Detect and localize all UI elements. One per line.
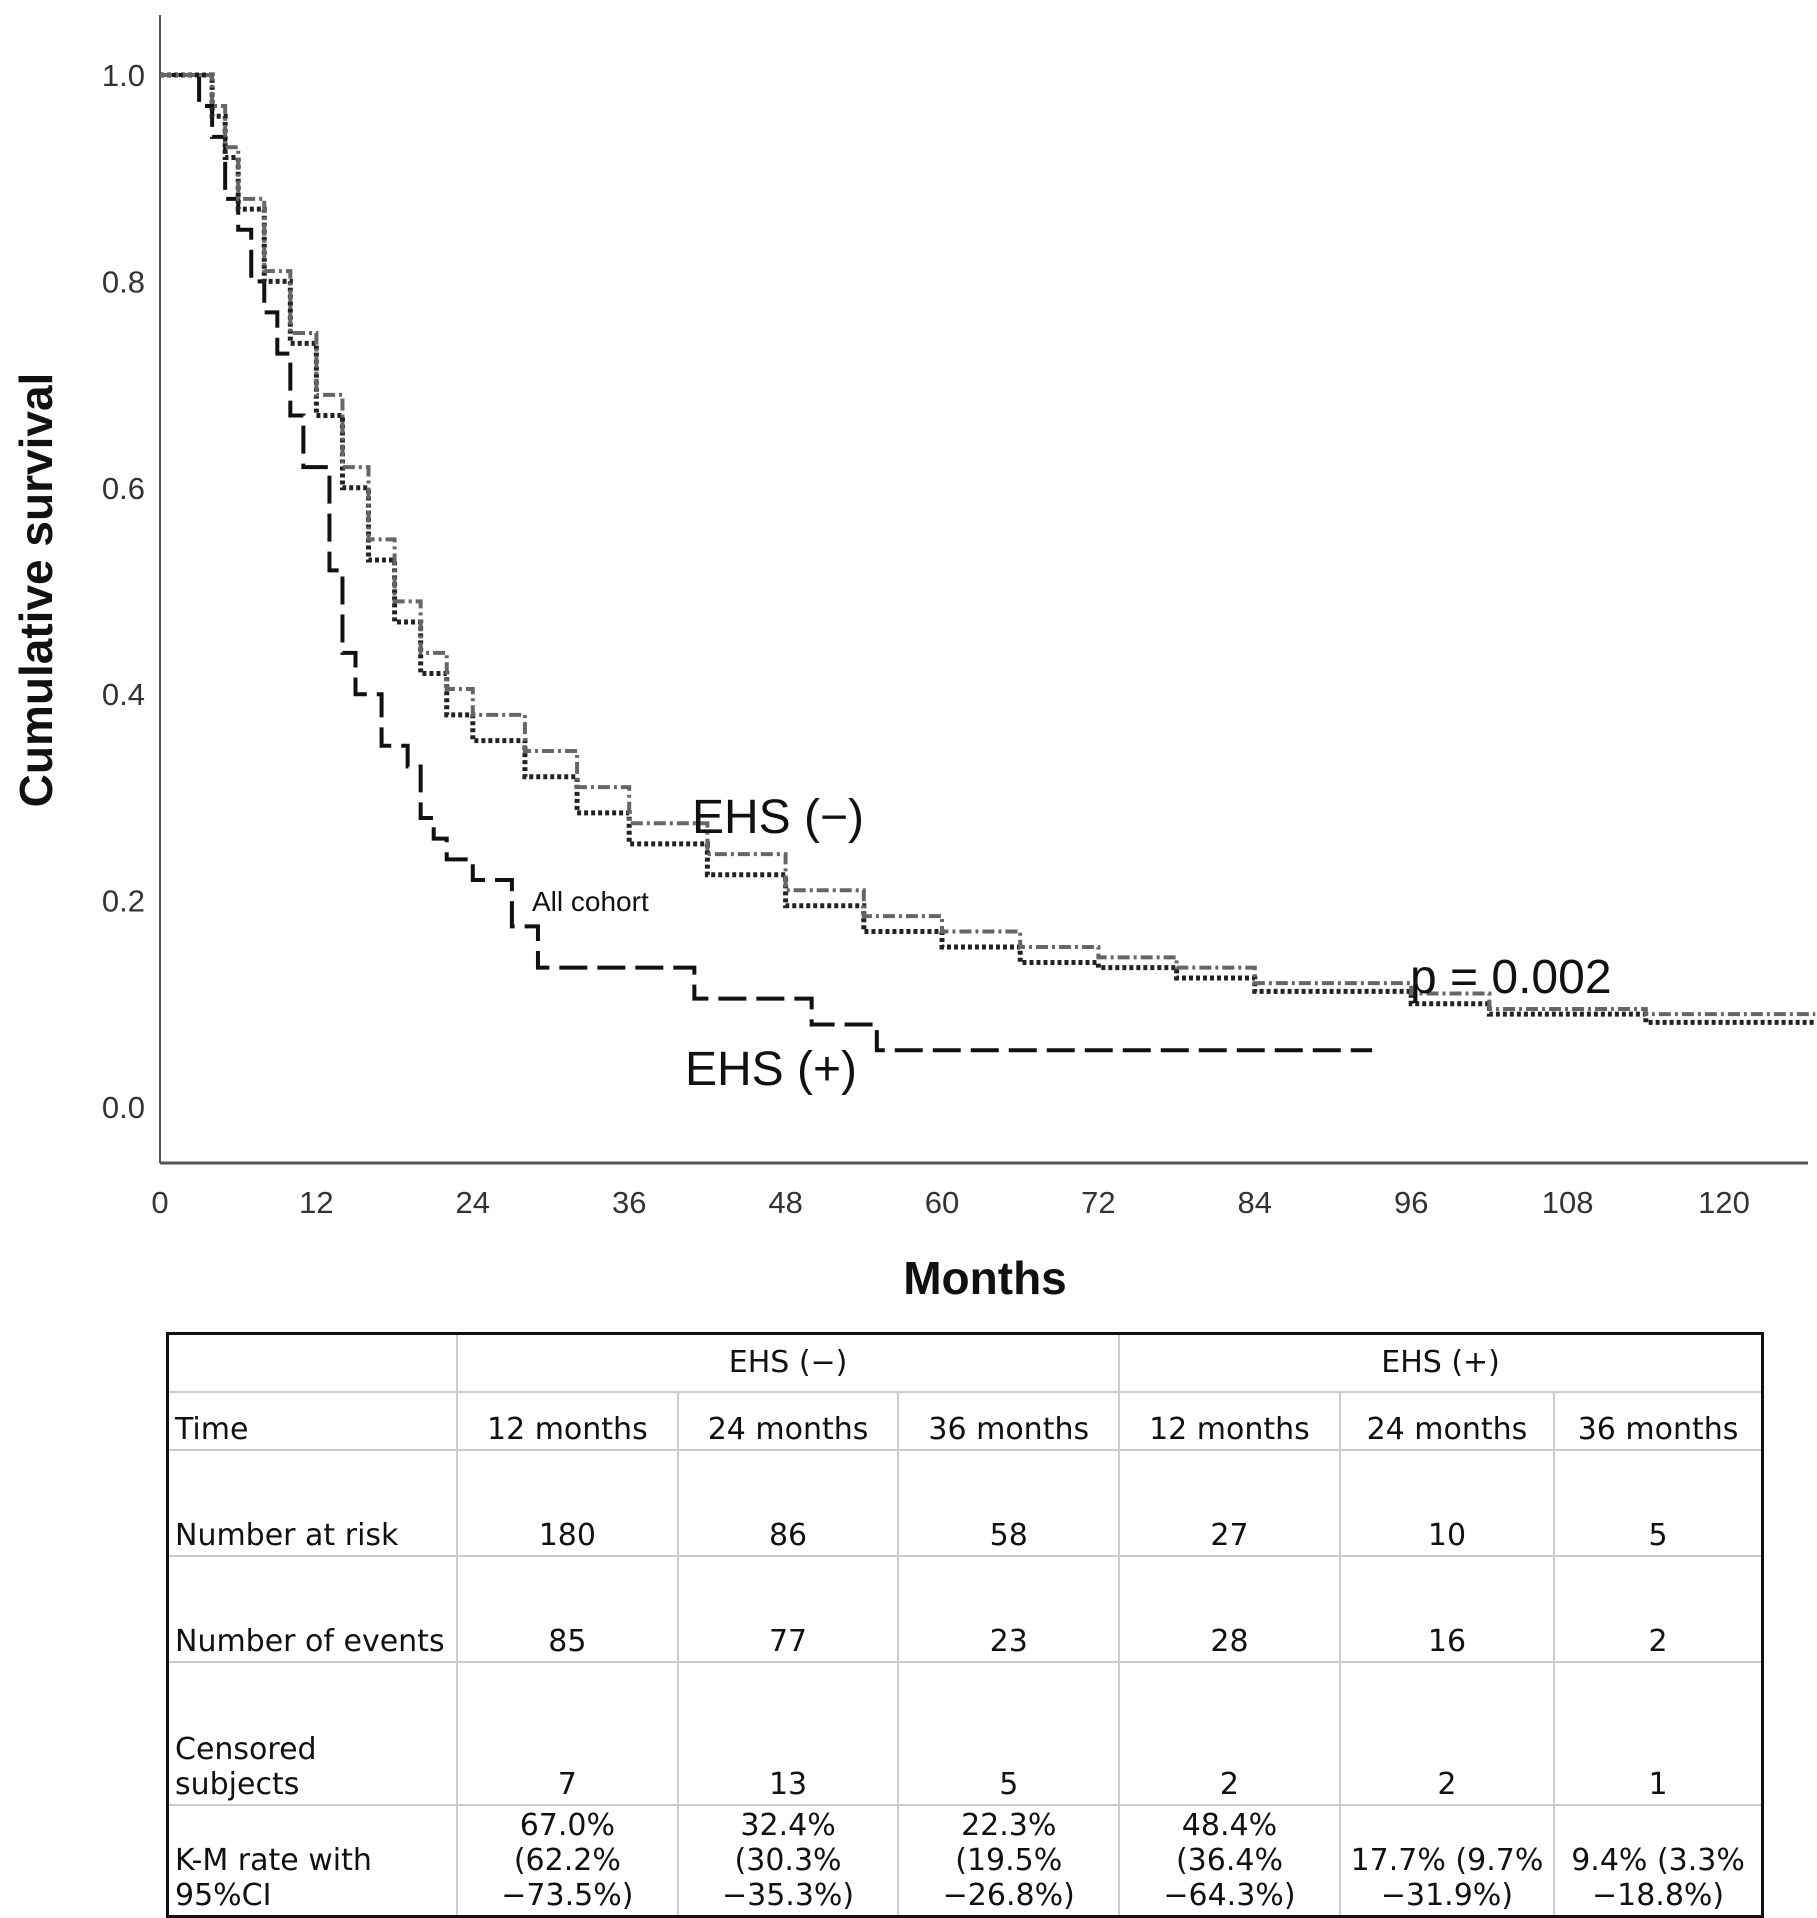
table-row: Censored subjects 7 13 5 2 2 1 bbox=[166, 1660, 1764, 1806]
table-row: Number of events 85 77 23 28 16 2 bbox=[166, 1554, 1764, 1663]
table-cell: 28 bbox=[1118, 1554, 1341, 1663]
km-curve-ehs bbox=[160, 73, 1816, 1017]
table-row: Number at risk 180 86 58 27 10 5 bbox=[166, 1448, 1764, 1557]
table-cell: 2 bbox=[1118, 1660, 1341, 1806]
x-tick-label: 48 bbox=[768, 1185, 802, 1220]
table-row: K-M rate with 95%CI 67.0% (62.2% −73.5%) 3… bbox=[166, 1803, 1764, 1917]
table-cell: 24 months bbox=[676, 1390, 900, 1451]
table-cell: 17.7% (9.7% −31.9%) bbox=[1338, 1803, 1556, 1917]
row-label: Time bbox=[166, 1390, 458, 1451]
km-chart: 0 12 24 36 48 60 72 84 96 108 120 0.0 0.2 0.4 0.6 0.8 1.… bbox=[10, 15, 1816, 1304]
table-cell: 5 bbox=[1553, 1448, 1764, 1557]
table-cell: 9.4% (3.3% −18.8%) bbox=[1553, 1803, 1764, 1917]
table-cell: 5 bbox=[897, 1660, 1121, 1806]
y-axis-label: Cumulative survival bbox=[10, 373, 62, 808]
table-cell: 180 bbox=[456, 1448, 679, 1557]
table-cell: 36 months bbox=[897, 1390, 1121, 1451]
x-tick-label: 60 bbox=[925, 1185, 959, 1220]
row-label: Number of events bbox=[166, 1554, 458, 1663]
table-cell: 27 bbox=[1118, 1448, 1341, 1557]
table-cell: 48.4% (36.4% −64.3%) bbox=[1118, 1803, 1341, 1917]
label-ehs-neg: EHS (−) bbox=[692, 791, 864, 844]
table-cell: 1 bbox=[1553, 1660, 1764, 1806]
table-cell: 22.3% (19.5% −26.8%) bbox=[897, 1803, 1121, 1917]
y-tick-label: 0.4 bbox=[102, 677, 145, 712]
x-tick-label: 84 bbox=[1238, 1185, 1272, 1220]
x-axis-label: Months bbox=[903, 1252, 1067, 1304]
table-cell: 24 months bbox=[1338, 1390, 1556, 1451]
table-cell: 13 bbox=[676, 1660, 900, 1806]
p-value: p = 0.002 bbox=[1410, 951, 1612, 1004]
corner-cell bbox=[166, 1332, 458, 1393]
table-row: Time 12 months 24 months 36 months 12 months… bbox=[166, 1390, 1764, 1451]
x-tick-label: 120 bbox=[1698, 1185, 1750, 1220]
label-all-cohort: All cohort bbox=[532, 886, 649, 917]
km-curve-ehs bbox=[160, 73, 1373, 1053]
table-cell: 67.0% (62.2% −73.5%) bbox=[456, 1803, 679, 1917]
table-cell: 85 bbox=[456, 1554, 679, 1663]
x-tick-label: 12 bbox=[299, 1185, 333, 1220]
table-cell: 16 bbox=[1338, 1554, 1556, 1663]
table-cell: 2 bbox=[1338, 1660, 1556, 1806]
x-tick-label: 24 bbox=[456, 1185, 490, 1220]
label-ehs-pos: EHS (+) bbox=[685, 1043, 857, 1096]
row-label: Number at risk bbox=[166, 1448, 458, 1557]
group-header: EHS (−) bbox=[455, 1332, 1121, 1393]
table-cell: 10 bbox=[1338, 1448, 1556, 1557]
table-cell: 12 months bbox=[456, 1390, 679, 1451]
table-cell: 2 bbox=[1553, 1554, 1764, 1663]
x-tick-label: 0 bbox=[151, 1185, 168, 1220]
table-cell: 23 bbox=[897, 1554, 1121, 1663]
table-cell: 86 bbox=[676, 1448, 900, 1557]
table-cell: 32.4% (30.3% −35.3%) bbox=[676, 1803, 900, 1917]
table-cell: 58 bbox=[897, 1448, 1121, 1557]
risk-table: EHS (−) EHS (+) Time 12 months 24 months 36… bbox=[166, 1332, 1764, 1918]
x-tick-label: 96 bbox=[1394, 1185, 1428, 1220]
x-tick-label: 72 bbox=[1081, 1185, 1115, 1220]
y-tick-label: 0.6 bbox=[102, 471, 145, 506]
group-header: EHS (+) bbox=[1118, 1332, 1764, 1393]
y-tick-label: 1.0 bbox=[102, 58, 145, 93]
row-label: Censored subjects bbox=[166, 1660, 458, 1806]
table-cell: 12 months bbox=[1118, 1390, 1341, 1451]
y-tick-label: 0.8 bbox=[102, 264, 145, 299]
x-tick-label: 36 bbox=[612, 1185, 646, 1220]
km-curve-allcohort bbox=[160, 72, 1816, 1025]
row-label: K-M rate with 95%CI bbox=[166, 1803, 458, 1917]
table-cell: 7 bbox=[456, 1660, 679, 1806]
y-tick-label: 0.0 bbox=[102, 1090, 145, 1125]
y-tick-label: 0.2 bbox=[102, 884, 145, 919]
table-cell: 36 months bbox=[1553, 1390, 1764, 1451]
table-cell: 77 bbox=[676, 1554, 900, 1663]
x-tick-label: 108 bbox=[1542, 1185, 1594, 1220]
